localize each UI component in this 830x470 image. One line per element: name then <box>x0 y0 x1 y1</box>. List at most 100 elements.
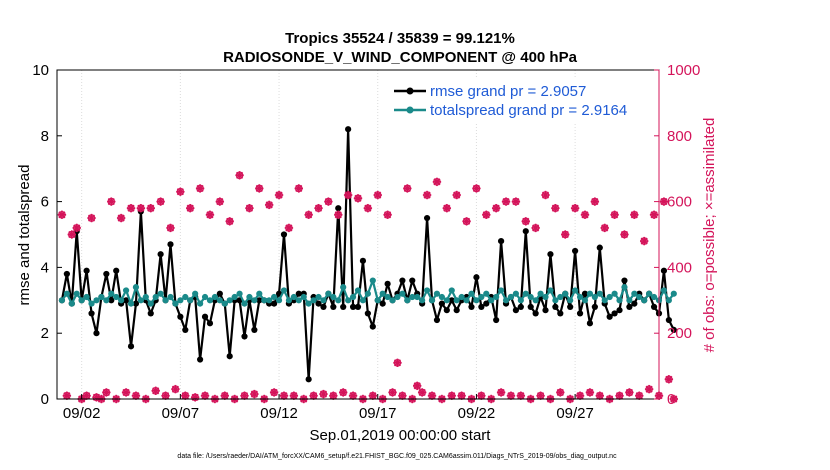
rmse-point <box>108 297 115 304</box>
totalspread-point <box>374 297 381 304</box>
rmse-point <box>241 333 248 340</box>
obs-count-point <box>225 217 234 226</box>
legend: rmse grand pr = 2.9057 totalspread grand… <box>392 78 654 122</box>
totalspread-point <box>463 297 470 304</box>
totalspread-point <box>443 297 450 304</box>
totalspread-point <box>448 287 455 294</box>
totalspread-point <box>478 293 485 301</box>
obs-marker-circle <box>551 204 560 212</box>
totalspread-point <box>335 297 342 304</box>
rmse-point <box>493 316 500 324</box>
data-file-footnote: data file: /Users/raeder/DAI/ATM_forcXX/… <box>177 453 617 460</box>
rmse-point <box>63 270 70 278</box>
obs-count-point <box>215 197 225 206</box>
rmse-point <box>271 300 278 307</box>
legend-spread-label: totalspread grand pr = 2.9164 <box>430 102 627 119</box>
totalspread-point <box>246 293 253 301</box>
totalspread-point <box>290 293 297 301</box>
rmse-point <box>453 307 460 314</box>
obs-marker-circle <box>156 197 165 206</box>
totalspread-point <box>83 293 90 301</box>
totalspread-point <box>497 287 505 294</box>
series-layer <box>57 126 679 404</box>
totalspread-point <box>177 297 184 304</box>
obs-marker-circle <box>127 204 135 212</box>
legend-rmse-label: rmse grand pr = 2.9057 <box>430 83 586 100</box>
obs-count-point <box>462 217 471 226</box>
rmse-point <box>226 353 233 360</box>
obs-marker-circle <box>521 217 530 226</box>
rmse-point <box>423 214 431 222</box>
totalspread-point <box>670 290 677 297</box>
totalspread-point <box>196 300 204 307</box>
y-axis-label-left: rmse and totalspread <box>16 165 33 306</box>
obs-count-point <box>432 177 442 187</box>
rmse-point <box>478 303 485 310</box>
totalspread-point <box>251 297 258 304</box>
y-tick-label-right: 400 <box>667 259 692 276</box>
obs-marker-circle <box>403 184 412 193</box>
obs-count-point <box>551 203 560 213</box>
obs-count-point <box>383 210 392 219</box>
totalspread-point <box>280 287 288 294</box>
totalspread-point <box>315 293 322 301</box>
rmse-point <box>468 303 475 310</box>
totalspread-point <box>389 297 396 304</box>
totalspread-point <box>483 290 490 297</box>
totalspread-point <box>419 297 426 304</box>
obs-marker-circle <box>324 197 333 206</box>
obs-marker-circle <box>492 204 500 212</box>
obs-marker-circle <box>186 204 195 212</box>
obs-count-point <box>580 210 590 219</box>
obs-count-point <box>338 388 348 397</box>
rmse-point <box>132 300 140 307</box>
rmse-point <box>379 300 386 307</box>
totalspread-point <box>438 293 445 301</box>
rmse-point <box>606 313 613 320</box>
rmse-point <box>557 310 564 317</box>
obs-count-point <box>319 389 328 399</box>
obs-count-point <box>403 184 412 193</box>
totalspread-point <box>517 297 524 304</box>
rmse-point <box>315 300 322 307</box>
obs-count-point <box>255 184 264 193</box>
obs-marker-circle <box>665 375 673 384</box>
x-axis-label: Sep.01,2019 00:00:00 start <box>310 427 492 444</box>
obs-count-point <box>452 190 461 200</box>
totalspread-point <box>626 297 633 304</box>
totalspread-point <box>93 297 100 304</box>
totalspread-point <box>330 293 337 301</box>
obs-marker-circle <box>443 204 451 212</box>
totalspread-point <box>660 287 668 294</box>
rmse-point <box>443 307 450 314</box>
totalspread-point <box>132 284 140 291</box>
obs-count-point <box>195 184 205 193</box>
obs-count-point <box>639 236 649 246</box>
obs-count-point <box>649 210 659 219</box>
obs-marker-circle <box>541 191 550 199</box>
rmse-point <box>527 303 534 310</box>
obs-count-point <box>324 197 333 206</box>
rmse-point <box>473 274 480 281</box>
obs-marker-circle <box>171 385 180 393</box>
axis-layer: 0 2 4 6 8 10 0 200 400 600 800 1000 09/02 09/07 09/12 0… <box>32 62 700 422</box>
totalspread-point <box>78 297 85 304</box>
rmse-point <box>147 310 154 317</box>
obs-marker-circle <box>418 388 426 397</box>
obs-count-point <box>334 210 343 219</box>
obs-count-point <box>496 388 506 397</box>
legend-box <box>392 78 654 122</box>
obs-marker-circle <box>462 217 471 226</box>
obs-marker-circle <box>610 210 619 219</box>
totalspread-point <box>572 287 579 294</box>
totalspread-point <box>137 297 144 304</box>
obs-count-point <box>472 184 481 193</box>
totalspread-point <box>206 297 214 304</box>
obs-count-point <box>235 171 244 180</box>
obs-marker-circle <box>250 390 259 398</box>
rmse-point <box>497 237 505 245</box>
rmse-point <box>552 303 559 310</box>
obs-count-point <box>156 197 165 206</box>
